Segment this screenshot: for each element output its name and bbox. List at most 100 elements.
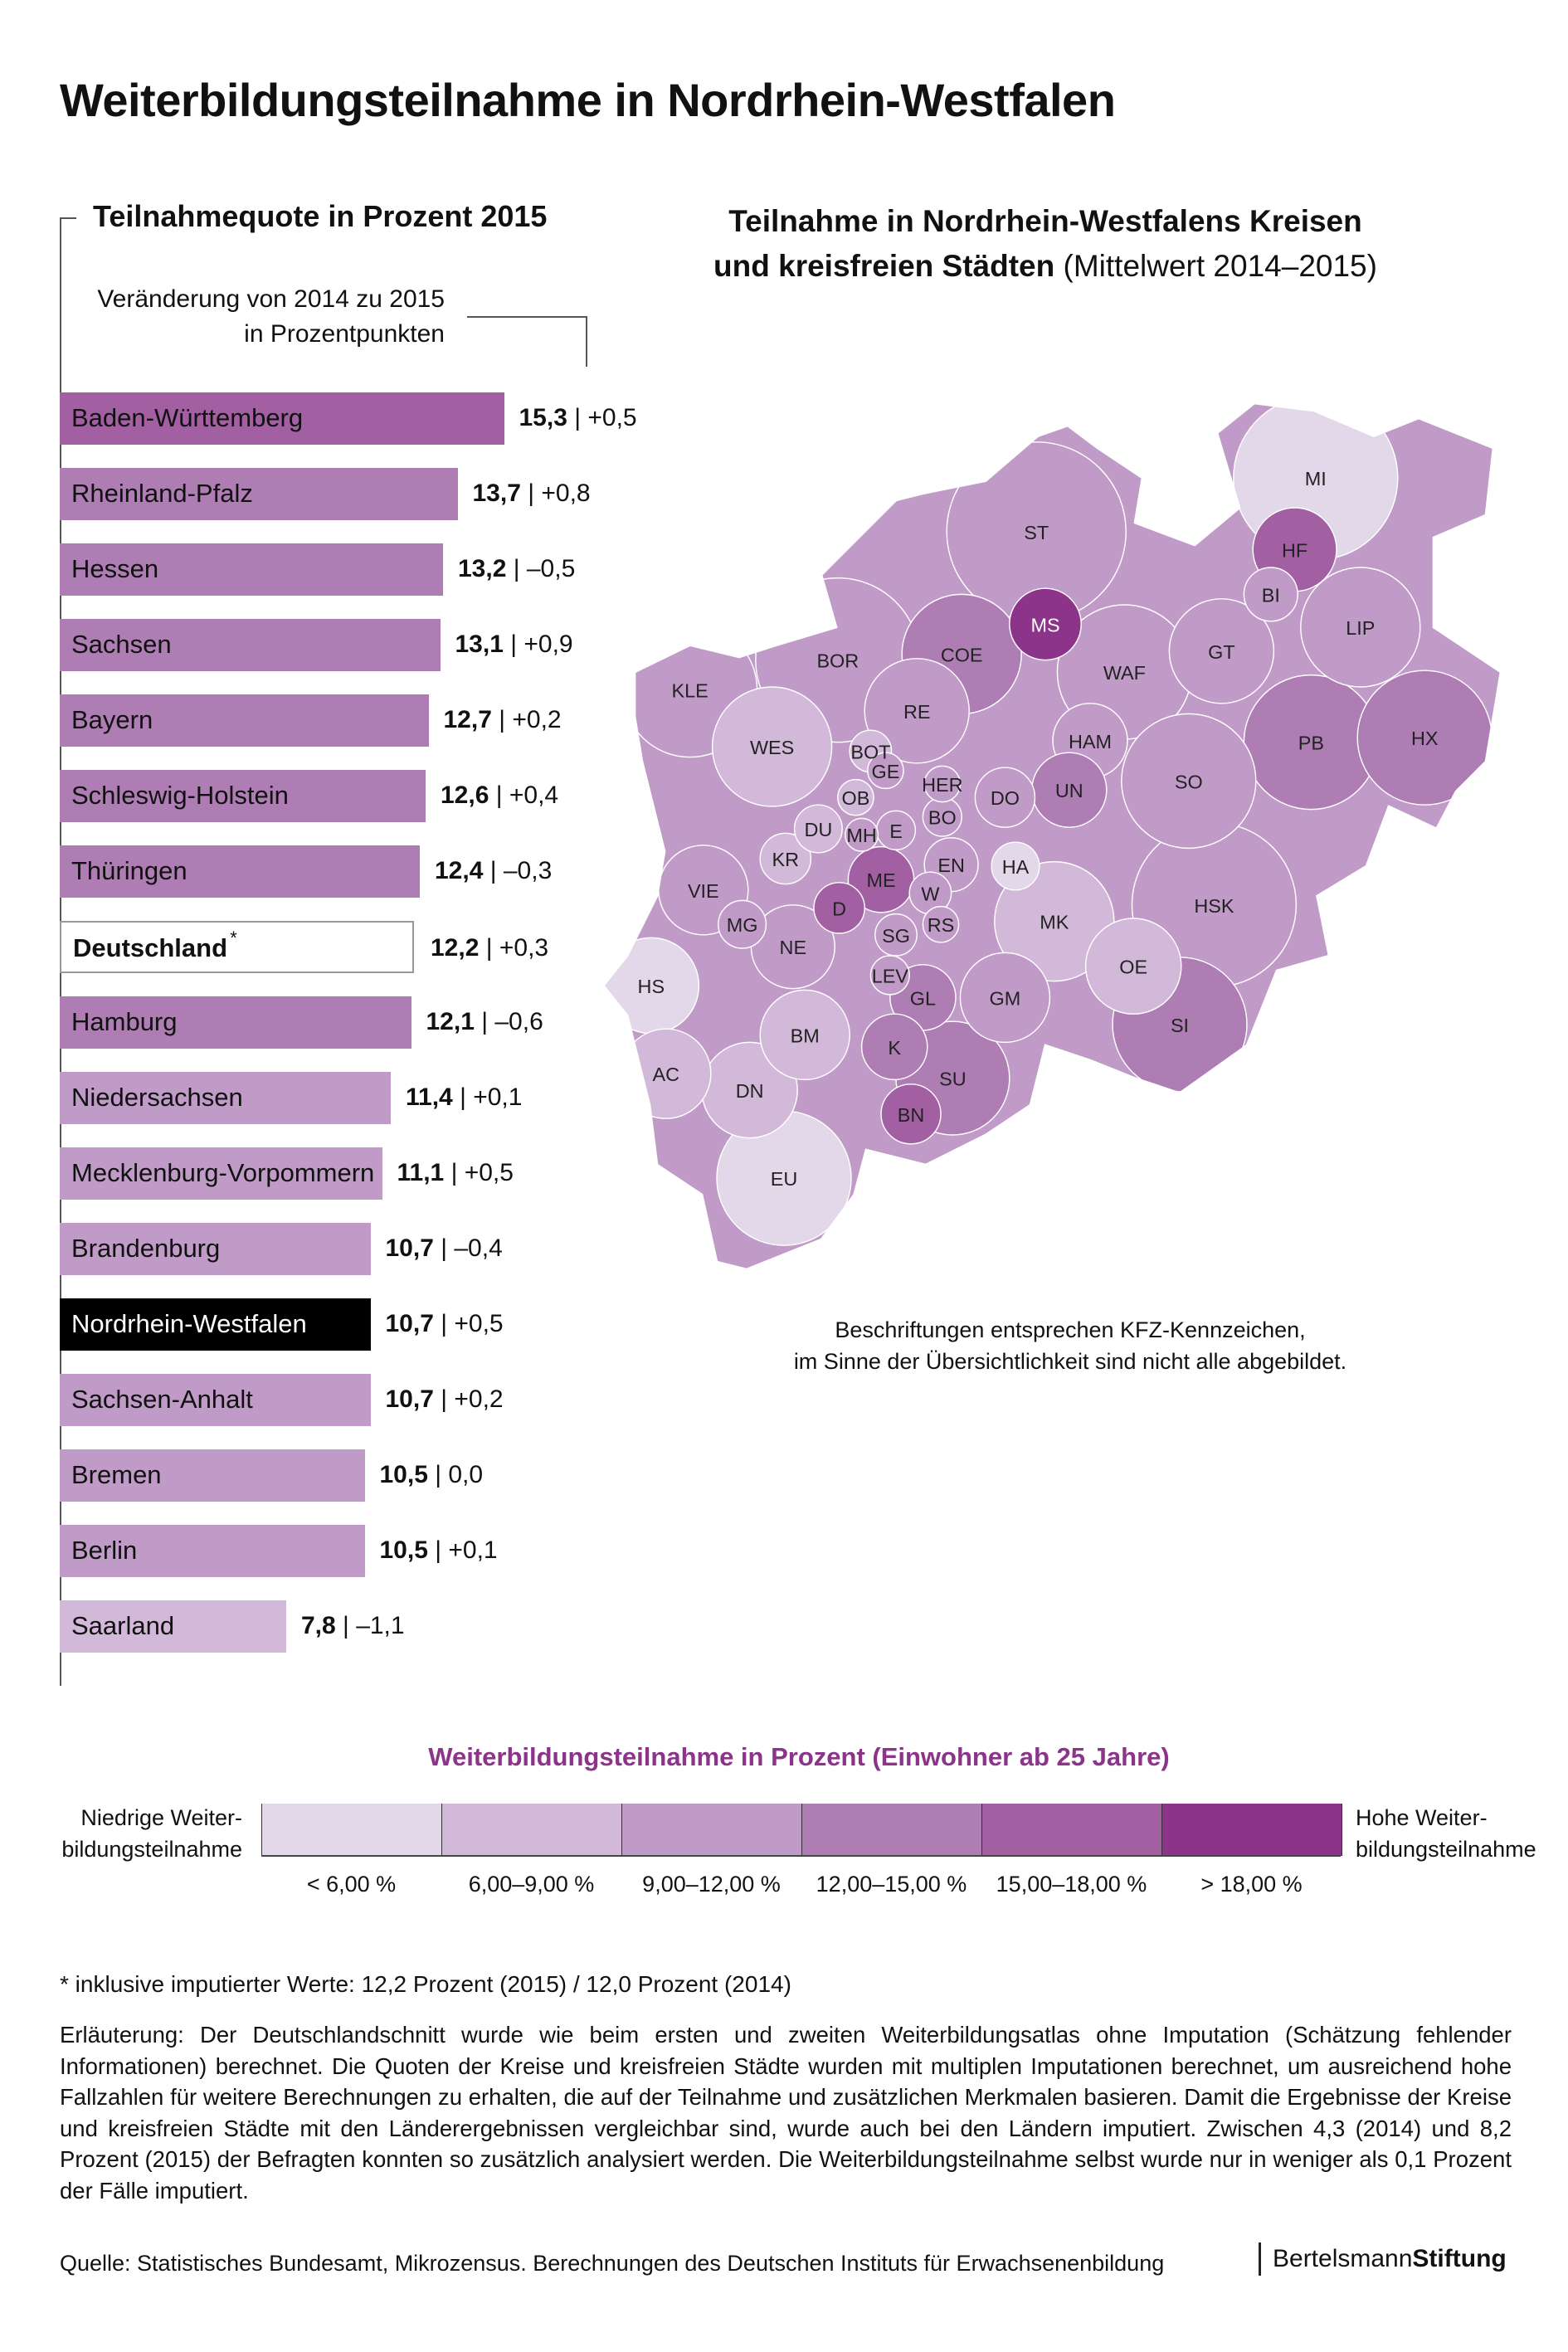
bar: Saarland 7,8 | –1,1 xyxy=(60,1600,405,1653)
region-label: MG xyxy=(727,914,758,936)
region-so xyxy=(1121,713,1257,850)
change-label: –1,1 xyxy=(356,1612,405,1639)
bar-chart-title: Teilnahmequote in Prozent 2015 xyxy=(93,199,548,233)
region-label: COE xyxy=(941,644,983,665)
asterisk: * xyxy=(230,928,237,948)
legend-title: Weiterbildungsteilnahme in Prozent (Einw… xyxy=(428,1742,1170,1771)
bar-label: Sachsen-Anhalt xyxy=(71,1385,253,1414)
change-note-bracket xyxy=(467,316,587,318)
bar: Berlin 10,5 | +0,1 xyxy=(60,1525,498,1577)
region-ms xyxy=(1009,587,1082,661)
region-label: BN xyxy=(898,1104,925,1126)
region-bm xyxy=(759,989,850,1081)
region-label: KLE xyxy=(671,680,708,702)
region-label: GE xyxy=(872,761,900,782)
bar-label: Hessen xyxy=(71,554,159,583)
region-oe xyxy=(1084,918,1182,1015)
footnote: * inklusive imputierter Werte: 12,2 Proz… xyxy=(60,1971,791,1997)
value-label: 12,4 xyxy=(435,857,484,884)
bar: Mecklenburg-Vorpommern 11,1 | +0,5 xyxy=(60,1147,514,1200)
bar-value: 12,1 | –0,6 xyxy=(426,1008,543,1035)
region-ob xyxy=(837,778,874,816)
change-label: +0,2 xyxy=(512,706,562,733)
region-label: LIP xyxy=(1346,617,1375,639)
change-label: +0,5 xyxy=(454,1310,504,1337)
region-label: MI xyxy=(1305,468,1327,489)
bar-value: 12,6 | +0,4 xyxy=(441,782,559,809)
region-bn xyxy=(880,1083,942,1145)
bar-label: Mecklenburg-Vorpommern xyxy=(71,1158,375,1187)
bar-value: 11,4 | +0,1 xyxy=(406,1083,523,1111)
value-label: 10,7 xyxy=(385,1234,434,1262)
region-label: EN xyxy=(937,855,965,876)
region-du xyxy=(793,804,843,854)
value-label: 12,1 xyxy=(426,1008,475,1035)
logo-part2: Stiftung xyxy=(1412,2245,1507,2272)
legend-swatch xyxy=(1161,1804,1342,1856)
bar-label: Deutschland xyxy=(73,933,228,962)
region-label: RE xyxy=(903,701,931,723)
bar-label: Niedersachsen xyxy=(71,1083,243,1112)
legend-swatch xyxy=(621,1804,801,1856)
bertelsmann-logo: BertelsmannStiftung xyxy=(1259,2242,1507,2276)
region-ha xyxy=(991,841,1040,891)
bar-value: 10,7 | +0,5 xyxy=(385,1310,504,1337)
change-label: +0,1 xyxy=(448,1536,498,1564)
value-label: 11,4 xyxy=(406,1083,453,1111)
region-her xyxy=(923,765,962,803)
region-label: WES xyxy=(750,737,794,758)
bar: Brandenburg 10,7 | –0,4 xyxy=(60,1223,503,1275)
region-label: K xyxy=(888,1037,901,1059)
region-label: RS xyxy=(928,914,955,936)
legend-high-line1: Hohe Weiter- xyxy=(1356,1805,1488,1830)
region-label: LEV xyxy=(872,965,909,986)
value-label: 12,6 xyxy=(441,782,489,809)
bar: Deutschland * 12,2 | +0,3 xyxy=(60,921,548,973)
source: Quelle: Statistisches Bundesamt, Mikroze… xyxy=(60,2251,1165,2276)
region-label: HER xyxy=(922,774,962,796)
region-label: BM xyxy=(791,1025,820,1046)
legend-low-line2: bildungsteilnahme xyxy=(61,1837,242,1862)
map-title: Teilnahme in Nordrhein-Westfalens Kreise… xyxy=(631,199,1460,289)
legend-class-label: 9,00–12,00 % xyxy=(642,1872,781,1897)
bar-value: 12,2 | +0,3 xyxy=(431,934,549,962)
region-mh xyxy=(845,817,879,852)
bar: Nordrhein-Westfalen 10,7 | +0,5 xyxy=(60,1298,504,1351)
region-label: W xyxy=(921,883,939,904)
bar-label: Baden-Württemberg xyxy=(71,403,304,432)
region-re xyxy=(864,658,970,764)
legend-class-label: 12,00–15,00 % xyxy=(816,1872,967,1897)
region-label: OE xyxy=(1119,957,1147,978)
region-label: MS xyxy=(1030,614,1059,635)
region-label: WAF xyxy=(1103,662,1146,684)
region-rs xyxy=(922,905,960,943)
region-d xyxy=(813,882,865,934)
map-title-line2: und kreisfreien Städten xyxy=(713,249,1055,283)
map-note-line1: Beschriftungen entsprechen KFZ-Kennzeich… xyxy=(835,1317,1306,1342)
bar-label: Sachsen xyxy=(71,630,172,659)
region-label: DO xyxy=(991,787,1020,809)
region-label: SU xyxy=(939,1069,967,1090)
region-label: HA xyxy=(1002,856,1030,878)
bar-label: Rheinland-Pfalz xyxy=(71,479,253,508)
legend-swatch xyxy=(441,1804,621,1856)
change-note-bracket-down xyxy=(586,316,587,367)
region-label: OB xyxy=(842,787,870,809)
legend-high-label: Hohe Weiter- bildungsteilnahme xyxy=(1356,1802,1536,1865)
region-wes xyxy=(711,686,833,807)
region-lip xyxy=(1300,567,1421,688)
bar-value: 11,1 | +0,5 xyxy=(397,1159,514,1186)
bar: Sachsen-Anhalt 10,7 | +0,2 xyxy=(60,1374,504,1426)
change-label: –0,3 xyxy=(503,857,553,884)
bar: Sachsen 13,1 | +0,9 xyxy=(60,619,573,671)
region-bi xyxy=(1243,567,1298,622)
region-k xyxy=(860,1013,928,1081)
region-ge xyxy=(867,752,904,790)
value-label: 12,2 xyxy=(431,934,480,962)
change-label: +0,2 xyxy=(454,1385,504,1413)
bar: Schleswig-Holstein 12,6 | +0,4 xyxy=(60,770,558,822)
map-note: Beschriftungen entsprechen KFZ-Kennzeich… xyxy=(730,1314,1410,1377)
bar-value: 10,5 | 0,0 xyxy=(379,1461,484,1488)
bar-value: 10,5 | +0,1 xyxy=(379,1536,498,1564)
